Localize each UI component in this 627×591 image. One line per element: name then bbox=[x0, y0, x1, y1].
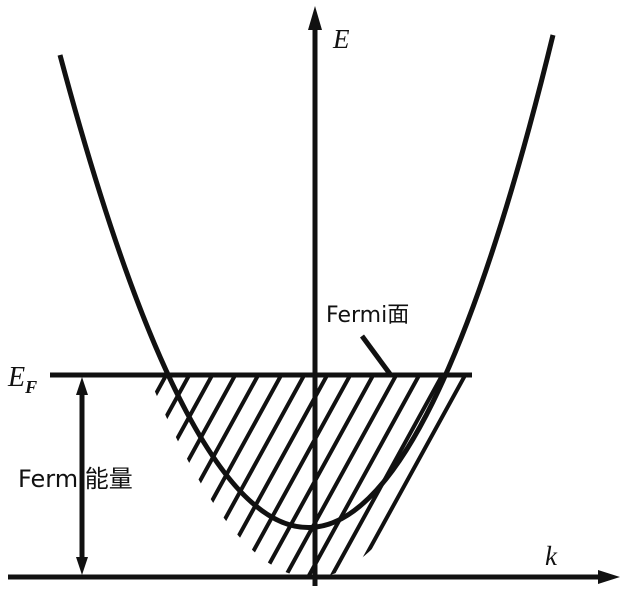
momentum-axis-label: k bbox=[545, 541, 558, 571]
k-axis-arrow-icon bbox=[598, 570, 620, 584]
fermi-surface-leader bbox=[359, 334, 393, 376]
energy-axis-label: E bbox=[332, 24, 350, 54]
hatch-line bbox=[350, 375, 470, 578]
hatch-line bbox=[281, 375, 401, 578]
fermi-energy-arrow-down-icon bbox=[76, 557, 88, 575]
fermi-energy-arrow-up-icon bbox=[76, 377, 88, 395]
fermi-surface-label: Fermi面 bbox=[326, 303, 409, 328]
hatch-line bbox=[189, 375, 309, 578]
hatch-line bbox=[396, 375, 470, 578]
hatch-line bbox=[148, 375, 194, 578]
hatch-line bbox=[465, 375, 470, 578]
fermi-level-label-sub: F bbox=[24, 377, 37, 397]
hatch-line bbox=[304, 375, 424, 578]
hatch-line bbox=[235, 375, 355, 578]
hatch-line bbox=[148, 375, 263, 578]
hatch-line bbox=[419, 375, 470, 578]
band-parabola bbox=[57, 34, 556, 530]
e-axis-arrow-icon bbox=[308, 6, 322, 30]
hatch-line bbox=[258, 375, 378, 578]
fermi-level-label-main: E bbox=[7, 362, 25, 393]
fermi-level-label: EF bbox=[7, 362, 37, 397]
hatch-line bbox=[442, 375, 470, 578]
fermi-energy-label: Fermi能量 bbox=[18, 465, 133, 493]
